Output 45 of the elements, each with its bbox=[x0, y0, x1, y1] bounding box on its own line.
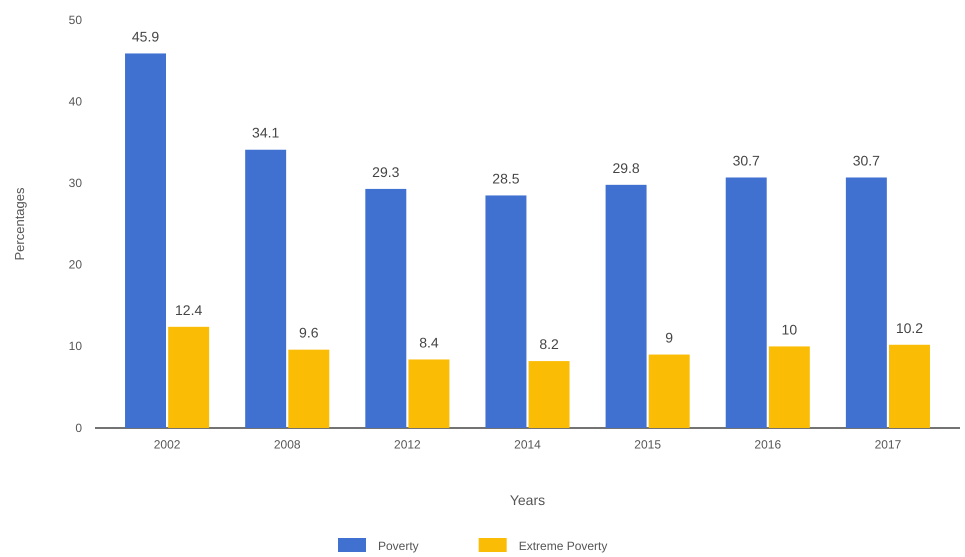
data-label: 29.3 bbox=[372, 164, 400, 180]
data-label: 45.9 bbox=[132, 28, 160, 44]
bar bbox=[888, 344, 930, 428]
y-axis-title: Percentages bbox=[12, 187, 27, 260]
y-tick-label: 50 bbox=[68, 12, 82, 27]
data-label: 28.5 bbox=[492, 170, 520, 186]
x-tick-label: 2015 bbox=[634, 438, 662, 452]
bar bbox=[485, 195, 526, 428]
x-axis-title: Years bbox=[510, 492, 546, 508]
bar bbox=[168, 326, 210, 428]
y-tick-label: 0 bbox=[75, 420, 82, 435]
bar bbox=[606, 184, 647, 428]
bar bbox=[245, 150, 286, 428]
bar bbox=[125, 53, 166, 428]
bar bbox=[408, 359, 450, 428]
data-label: 10.2 bbox=[896, 320, 924, 336]
data-label: 29.8 bbox=[612, 160, 640, 176]
data-label: 8.4 bbox=[419, 334, 439, 350]
x-tick-label: 2016 bbox=[754, 438, 782, 452]
y-tick-label: 10 bbox=[68, 339, 82, 354]
data-label: 30.7 bbox=[852, 152, 880, 168]
data-label: 34.1 bbox=[252, 124, 280, 141]
x-tick-label: 2008 bbox=[274, 438, 301, 452]
y-tick-label: 40 bbox=[68, 94, 82, 108]
data-label: 10 bbox=[782, 321, 798, 338]
bar bbox=[648, 354, 690, 428]
legend-label: Extreme Poverty bbox=[518, 539, 608, 553]
bar bbox=[846, 177, 887, 428]
data-label: 9.6 bbox=[299, 324, 319, 341]
x-tick-label: 2014 bbox=[514, 438, 542, 452]
legend-label: Poverty bbox=[378, 539, 419, 553]
x-tick-label: 2002 bbox=[154, 438, 181, 452]
bar bbox=[365, 188, 406, 428]
bar bbox=[726, 177, 767, 428]
y-tick-label: 30 bbox=[68, 176, 82, 190]
y-tick-label: 20 bbox=[68, 258, 82, 272]
x-tick-label: 2017 bbox=[874, 438, 902, 452]
data-label: 12.4 bbox=[175, 302, 202, 318]
data-label: 30.7 bbox=[732, 152, 760, 168]
x-tick-label: 2012 bbox=[394, 438, 422, 452]
bar bbox=[288, 350, 330, 428]
data-label: 9 bbox=[665, 330, 674, 346]
data-label: 8.2 bbox=[539, 336, 560, 352]
bar bbox=[768, 346, 810, 428]
bar bbox=[528, 361, 570, 428]
